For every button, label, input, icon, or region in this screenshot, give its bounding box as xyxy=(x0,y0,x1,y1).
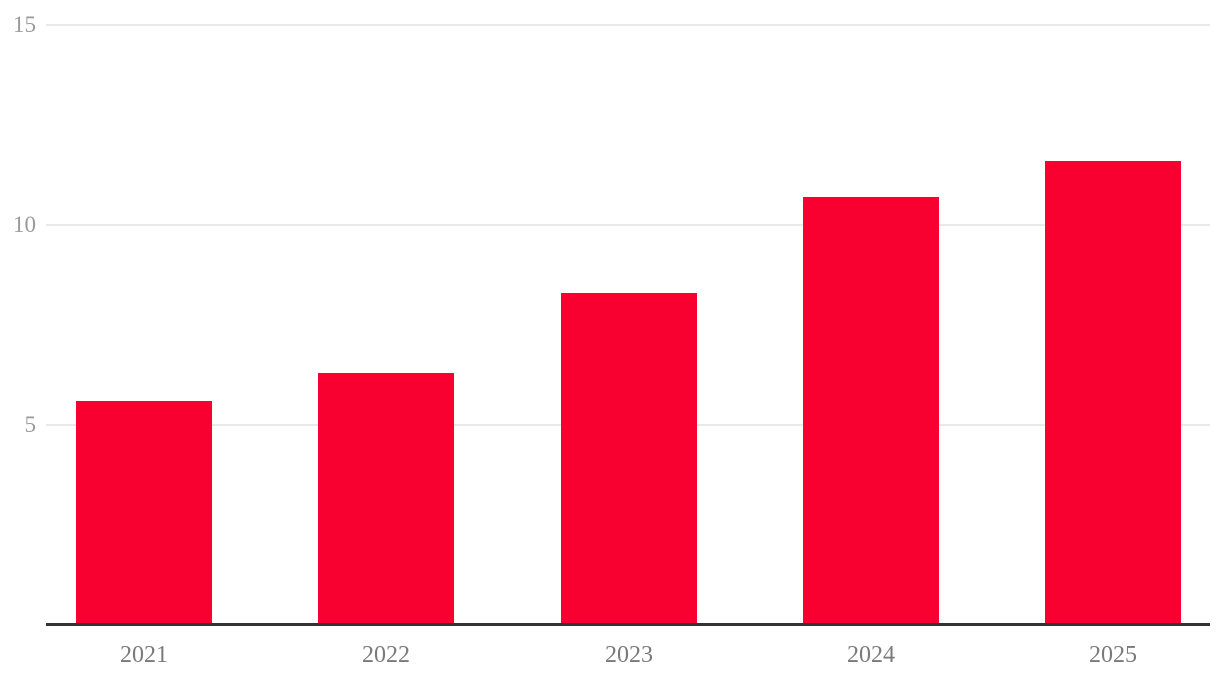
y-tick-label: 10 xyxy=(13,212,36,237)
x-tick-label: 2023 xyxy=(605,642,653,668)
bar-2025[interactable] xyxy=(1045,161,1181,625)
x-tick-label: 2024 xyxy=(847,642,895,668)
bar-2024[interactable] xyxy=(803,197,939,625)
bar-2021[interactable] xyxy=(76,401,212,625)
x-axis-line xyxy=(46,623,1210,626)
y-tick-label: 5 xyxy=(24,412,37,437)
gridline xyxy=(46,24,1210,26)
bar-2023[interactable] xyxy=(561,293,697,625)
x-tick-label: 2021 xyxy=(120,642,168,668)
gridline xyxy=(46,224,1210,226)
bar-2022[interactable] xyxy=(318,373,454,625)
x-tick-label: 2022 xyxy=(362,642,410,668)
x-tick-label: 2025 xyxy=(1089,642,1137,668)
y-tick-label: 15 xyxy=(13,12,36,37)
